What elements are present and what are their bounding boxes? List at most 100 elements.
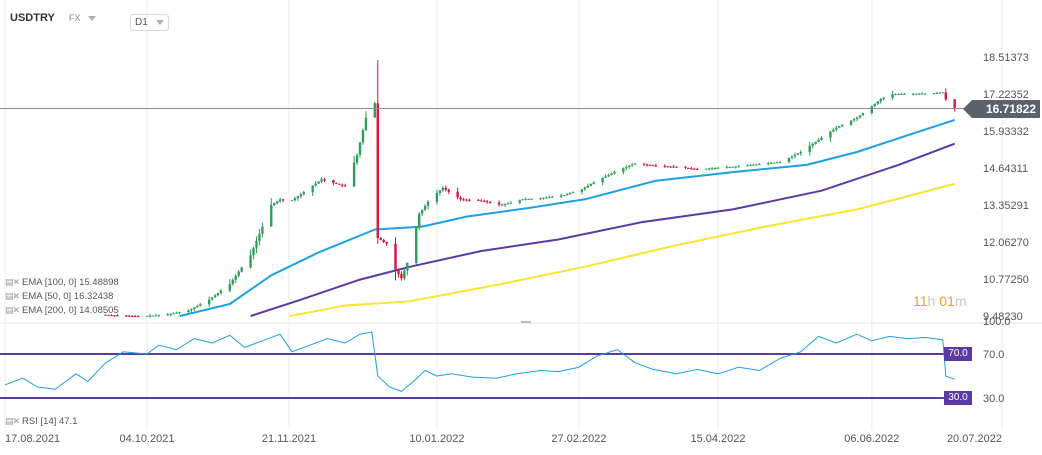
candle-body <box>542 197 545 199</box>
candle-body <box>915 93 918 95</box>
candle-body <box>530 198 533 200</box>
candle-body <box>592 182 595 185</box>
candle-body <box>364 117 368 131</box>
candle-body <box>462 199 465 201</box>
settings-icon[interactable]: ▤✕ <box>5 277 20 287</box>
legend-rsi-label: RSI [14] 47.1 <box>22 416 78 427</box>
candle-body <box>486 201 489 203</box>
candle-body <box>917 93 921 95</box>
settings-icon[interactable]: ▤✕ <box>5 305 20 315</box>
candle-body <box>870 106 874 114</box>
legend-rsi[interactable]: ▤✕ RSI [14] 47.1 <box>5 416 78 427</box>
candle-body <box>509 202 513 204</box>
candle-body <box>790 156 794 158</box>
candle-body <box>855 117 859 120</box>
candle-body <box>891 94 894 98</box>
rsi-lower-level-tag[interactable]: 30.0 <box>944 391 972 405</box>
candle-body <box>341 184 344 186</box>
countdown-h-unit: h <box>927 293 936 309</box>
candle-body <box>196 305 199 308</box>
candle-body <box>903 93 906 95</box>
candle-body <box>500 204 504 206</box>
candle-body <box>361 130 365 143</box>
settings-icon[interactable]: ▤✕ <box>5 416 20 426</box>
x-tick-label: 21.11.2021 <box>262 433 316 445</box>
settings-icon[interactable]: ▤✕ <box>5 291 20 301</box>
x-tick-label: 15.04.2022 <box>690 433 745 445</box>
candle-body <box>923 93 927 95</box>
candle-body <box>355 154 359 163</box>
candle-body <box>651 165 655 167</box>
candle-body <box>456 191 459 198</box>
candle-body <box>630 164 634 166</box>
timeframe-selector[interactable]: D1 <box>130 14 169 31</box>
price-tick-label: 14.64311 <box>983 163 1028 175</box>
candle-body <box>799 152 803 154</box>
candle-body <box>151 315 155 317</box>
candle-body <box>293 198 297 201</box>
candle-body <box>672 166 675 168</box>
candle-body <box>613 172 616 174</box>
candle-body <box>237 271 240 276</box>
candle-body <box>125 315 128 317</box>
candle-body <box>373 103 377 118</box>
candle-body <box>332 180 335 183</box>
legend-ema-200[interactable]: ▤✕ EMA [200, 0] 14.08505 <box>5 305 119 316</box>
candle-body <box>713 168 717 170</box>
candle-body <box>808 145 811 153</box>
candle-body <box>382 239 385 242</box>
candle-body <box>752 164 755 166</box>
candle-body <box>128 315 131 317</box>
candle-body <box>296 196 300 199</box>
candle-body <box>228 283 232 291</box>
candle-body <box>710 168 714 170</box>
chevron-down-icon <box>88 15 97 21</box>
candle-body <box>166 314 169 316</box>
candle-body <box>775 162 779 164</box>
candle-body <box>379 238 382 240</box>
candle-body <box>344 185 347 187</box>
symbol-selector[interactable]: USDTRY FX <box>10 12 97 24</box>
candle-body <box>625 167 628 169</box>
candle-body <box>527 198 530 200</box>
legend-ema-50[interactable]: ▤✕ EMA [50, 0] 16.32438 <box>5 291 113 302</box>
x-tick-label: 06.06.2022 <box>844 433 899 445</box>
candle-body <box>894 94 897 96</box>
rsi-tick-label: 100.0 <box>983 316 1011 328</box>
legend-ema-100[interactable]: ▤✕ EMA [100, 0] 15.48898 <box>5 277 119 288</box>
candle-body <box>861 113 865 116</box>
candle-body <box>953 99 956 109</box>
candle-body <box>255 240 258 249</box>
candle-body <box>311 185 314 193</box>
candle-body <box>920 93 924 95</box>
candle-body <box>876 101 879 104</box>
candle-body <box>941 92 945 94</box>
candle-body <box>420 209 424 214</box>
candle-body <box>838 126 841 128</box>
candle-body <box>944 92 947 100</box>
candle-body <box>858 115 862 118</box>
price-tick-label: 18.51373 <box>983 52 1029 64</box>
rsi-tick-label: 70.0 <box>983 349 1004 361</box>
candle-body <box>299 194 303 197</box>
candle-body <box>734 166 737 168</box>
candle-body <box>113 315 116 317</box>
symbol-label: USDTRY <box>10 12 55 24</box>
candle-body <box>178 312 181 314</box>
candle-body <box>278 199 282 202</box>
candle-body <box>696 168 699 170</box>
candle-body <box>693 168 696 170</box>
candle-body <box>107 314 110 316</box>
candle-body <box>604 176 607 178</box>
candle-body <box>426 201 430 206</box>
candle-body <box>210 297 214 300</box>
candle-body <box>669 166 672 168</box>
countdown-hours: 11 <box>913 293 928 309</box>
candle-body <box>320 179 323 182</box>
countdown-minutes: 01 <box>939 293 955 309</box>
rsi-upper-level-tag[interactable]: 70.0 <box>944 347 972 361</box>
candle-body <box>772 162 776 164</box>
candle-body <box>571 192 575 194</box>
candle-body <box>633 163 637 165</box>
candle-body <box>568 193 572 195</box>
